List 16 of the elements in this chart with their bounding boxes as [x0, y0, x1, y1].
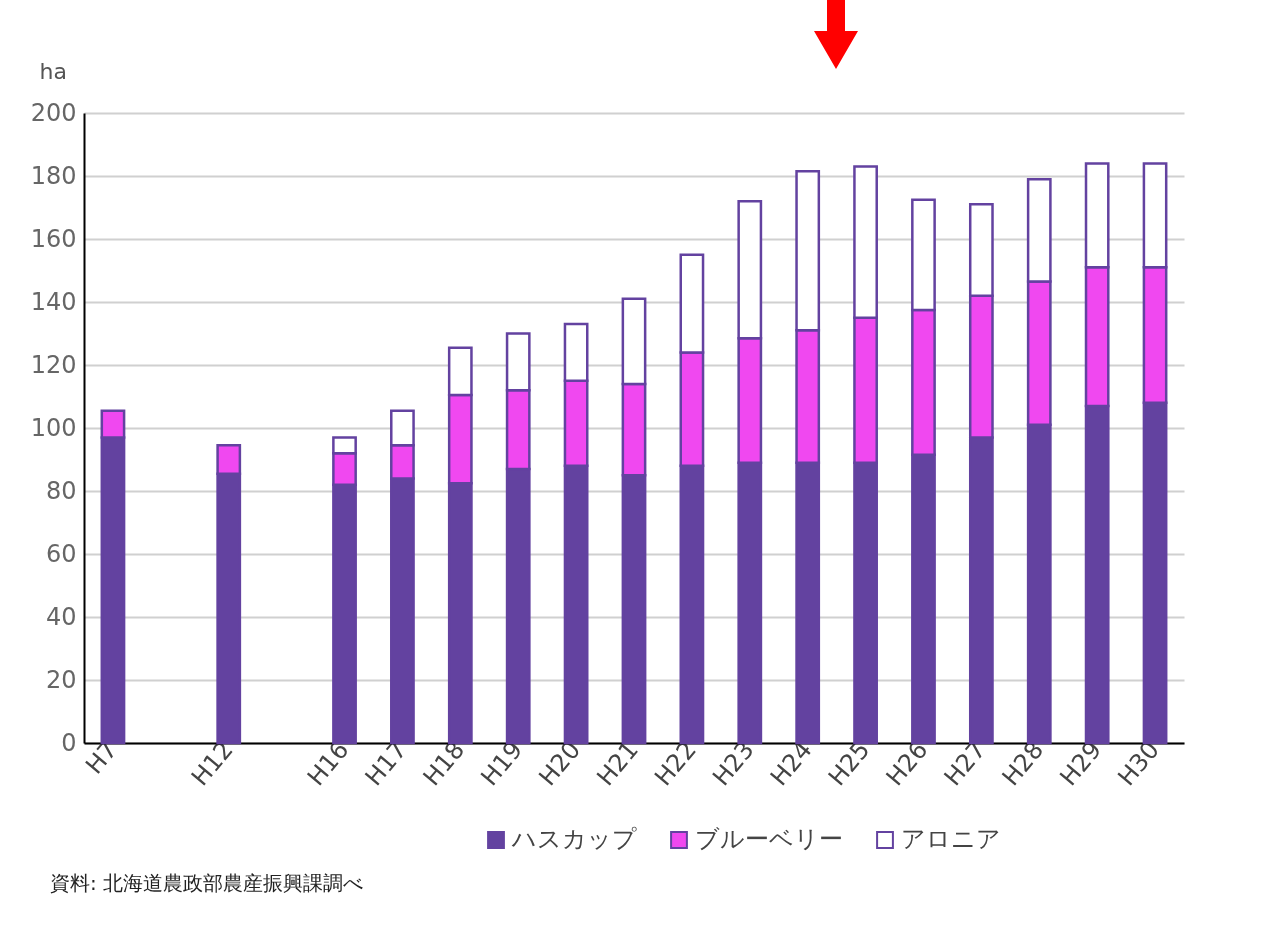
y-tick-label: 80 [45, 476, 77, 505]
y-tick-label: 140 [30, 287, 77, 316]
y-tick-label: 160 [30, 224, 77, 253]
legend-label: ハスカップ [511, 825, 637, 853]
legend-label: アロニア [901, 825, 1001, 853]
y-tick-label: 20 [45, 665, 77, 694]
y-tick-label: 40 [45, 602, 77, 631]
y-tick-label: 100 [30, 413, 77, 442]
y-tick-label: 200 [30, 98, 77, 127]
y-tick-label: 180 [30, 161, 77, 190]
y-tick-label: 0 [61, 728, 77, 757]
legend-label: ブルーベリー [695, 825, 843, 853]
y-tick-label: 60 [45, 539, 77, 568]
y-axis-title: ha [39, 58, 67, 84]
text: 資料: 北海道農政部農産振興課調べ [50, 870, 364, 897]
y-tick-label: 120 [30, 350, 77, 379]
